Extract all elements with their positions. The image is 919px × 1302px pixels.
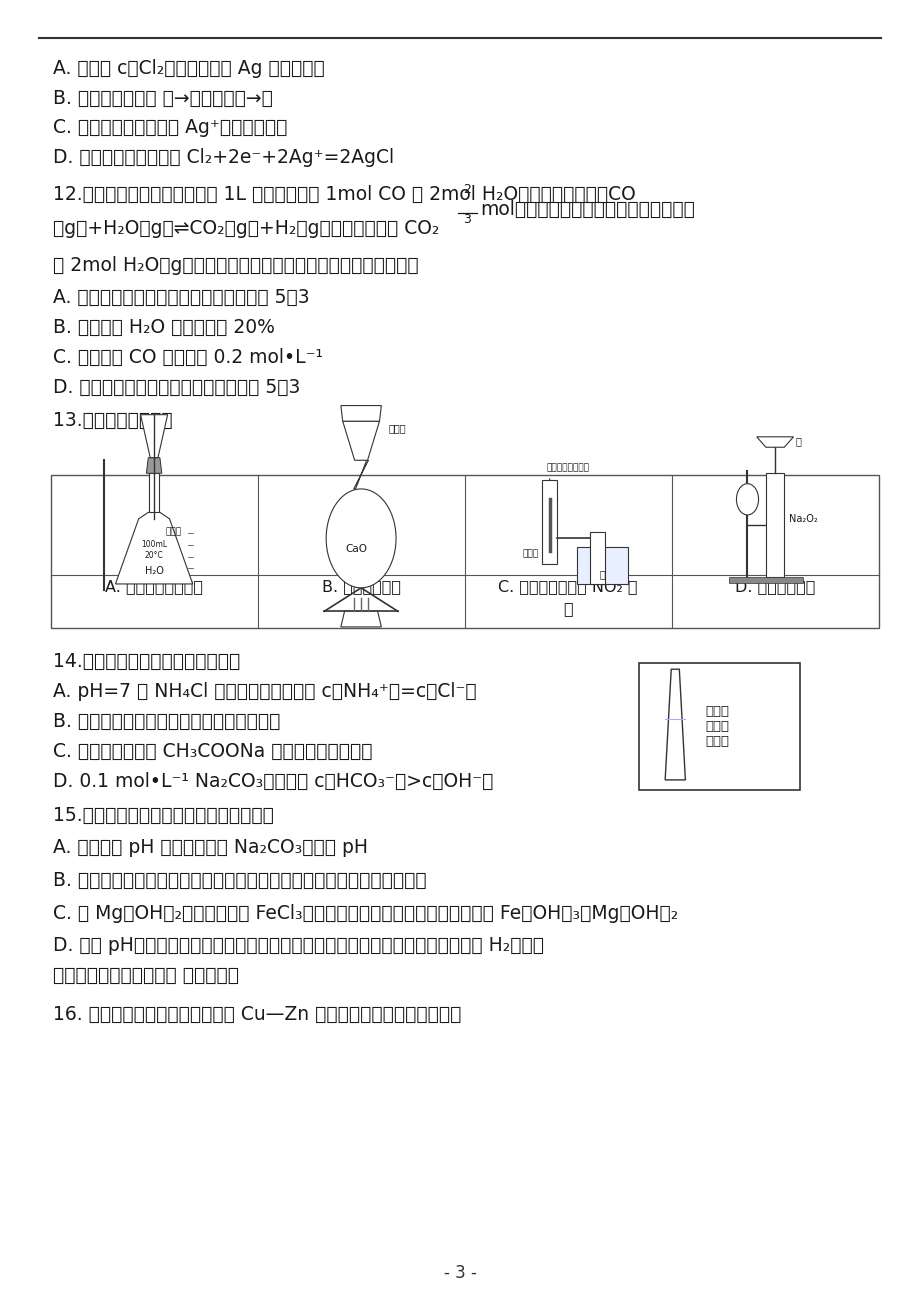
Polygon shape <box>340 405 380 421</box>
Polygon shape <box>146 457 162 473</box>
Text: 体: 体 <box>562 602 573 617</box>
Text: 100mL
20°C: 100mL 20°C <box>141 540 167 560</box>
Text: 12.在某恒定温度下，向容积为 1L 的容器中投入 1mol CO 和 2mol H₂O，发生如下反应：CO: 12.在某恒定温度下，向容积为 1L 的容器中投入 1mol CO 和 2mol… <box>53 185 635 204</box>
Text: C. 向 Mg（OH）₂悬浊液中滴加 FeCl₃溶液，出现红褐色沉淠，说明溢解度： Fe（OH）₃＜Mg（OH）₂: C. 向 Mg（OH）₂悬浊液中滴加 FeCl₃溶液，出现红褐色沉淠，说明溢解度… <box>53 904 678 923</box>
Text: 可上下移动的铜丝: 可上下移动的铜丝 <box>546 462 589 471</box>
Text: B. 制备少量氨气: B. 制备少量氨气 <box>322 579 400 595</box>
Text: 加 2mol H₂O（g），使反应到达新的平衡，下列说法不正确的是: 加 2mol H₂O（g），使反应到达新的平衡，下列说法不正确的是 <box>53 256 418 276</box>
Text: D. 制备少量氧气: D. 制备少量氧气 <box>734 579 814 595</box>
Text: H₂O: H₂O <box>144 566 164 575</box>
Polygon shape <box>577 547 628 583</box>
Text: B. 电子移动方向： 銀→固体电解质→递: B. 电子移动方向： 銀→固体电解质→递 <box>53 89 273 108</box>
Text: （g）+H₂O（g）⇌CO₂（g）+H₂（g），平衡时生成 CO₂: （g）+H₂O（g）⇌CO₂（g）+H₂（g），平衡时生成 CO₂ <box>53 219 439 238</box>
Polygon shape <box>728 578 801 583</box>
Text: 14.常温下，下列有关叙述正确的是: 14.常温下，下列有关叙述正确的是 <box>53 652 241 672</box>
Text: CaO: CaO <box>346 544 367 553</box>
Polygon shape <box>664 669 685 780</box>
Text: A. 用湿润的 pH 试纸测定饱和 Na₂CO₃溶液的 pH: A. 用湿润的 pH 试纸测定饱和 Na₂CO₃溶液的 pH <box>53 838 368 858</box>
Text: 2: 2 <box>463 184 471 195</box>
Text: 浓硝酸: 浓硝酸 <box>522 549 539 559</box>
Text: D. 向同 pH、同体积的醋酸和盐酸溶液中加入足量镁粉，通过完全反应后收集到的 H₂体积，: D. 向同 pH、同体积的醋酸和盐酸溶液中加入足量镁粉，通过完全反应后收集到的 … <box>53 936 544 956</box>
Text: D. 新、旧平衡时容器内气体密度之比为 5：3: D. 新、旧平衡时容器内气体密度之比为 5：3 <box>53 378 301 397</box>
Text: C. 电池工作时电解质中 Ag⁺总数保持不变: C. 电池工作时电解质中 Ag⁺总数保持不变 <box>53 118 288 138</box>
Bar <box>51 475 878 628</box>
Polygon shape <box>353 460 368 488</box>
Text: A. 新、旧平衡时容器内气体的压强之比是 5：3: A. 新、旧平衡时容器内气体的压强之比是 5：3 <box>53 288 310 307</box>
Text: - 3 -: - 3 - <box>443 1264 476 1282</box>
Polygon shape <box>542 479 557 565</box>
Text: 浓硫酸: 浓硫酸 <box>165 527 182 536</box>
Text: 3: 3 <box>463 212 471 225</box>
Text: A. pH=7 的 NH₄Cl 和氨水混合溶液中， c（NH₄⁺）=c（Cl⁻）: A. pH=7 的 NH₄Cl 和氨水混合溶液中， c（NH₄⁺）=c（Cl⁻） <box>53 682 476 702</box>
Text: Na₂O₂: Na₂O₂ <box>789 514 817 523</box>
Text: B. 新平衡时 H₂O 的转化率为 20%: B. 新平衡时 H₂O 的转化率为 20% <box>53 318 275 337</box>
Text: C. 加热滴有酥醛的 CH₃COONa 溶液，溶液颜色变浅: C. 加热滴有酥醛的 CH₃COONa 溶液，溶液颜色变浅 <box>53 742 372 762</box>
Polygon shape <box>755 436 792 447</box>
Text: 16. 下列装置为某实验小组设计的 Cu—Zn 原电池，关于其说法错误的是: 16. 下列装置为某实验小组设计的 Cu—Zn 原电池，关于其说法错误的是 <box>53 1005 461 1025</box>
Polygon shape <box>326 490 395 587</box>
Text: 浓氨水: 浓氨水 <box>389 423 406 432</box>
Polygon shape <box>149 473 159 512</box>
Text: C. 制备并收集少量 NO₂ 气: C. 制备并收集少量 NO₂ 气 <box>498 579 637 595</box>
Text: D. 0.1 mol•L⁻¹ Na₂CO₃溶液中， c（HCO₃⁻）>c（OH⁻）: D. 0.1 mol•L⁻¹ Na₂CO₃溶液中， c（HCO₃⁻）>c（OH⁻… <box>53 772 494 792</box>
Text: 比较两种酸的电离程度： 醋酸＜盐酸: 比较两种酸的电离程度： 醋酸＜盐酸 <box>53 966 239 986</box>
Polygon shape <box>340 612 380 628</box>
Circle shape <box>735 483 757 514</box>
Polygon shape <box>590 531 605 583</box>
Text: C. 新平衡时 CO 的浓度是 0.2 mol•L⁻¹: C. 新平衡时 CO 的浓度是 0.2 mol•L⁻¹ <box>53 348 323 367</box>
Text: B. 通过观察右图中导管水柱的变化，验证铁钉生锈的主要原因是吸氧腑蚀: B. 通过观察右图中导管水柱的变化，验证铁钉生锈的主要原因是吸氧腑蚀 <box>53 871 426 891</box>
Text: 13.下列实验合理的是: 13.下列实验合理的是 <box>53 411 173 431</box>
Text: B. 醋酸溶液加水稺释后，各离子浓度均减小: B. 醋酸溶液加水稺释后，各离子浓度均减小 <box>53 712 280 732</box>
Text: A. 空气中 c（Cl₂）越大，消耗 Ag 的速率越大: A. 空气中 c（Cl₂）越大，消耗 Ag 的速率越大 <box>53 59 324 78</box>
Polygon shape <box>141 414 167 457</box>
Polygon shape <box>765 473 783 578</box>
Text: mol。若保持温度和容积不变，向其中增: mol。若保持温度和容积不变，向其中增 <box>480 199 695 219</box>
Text: 食盐水
浸泡过
的铁钉: 食盐水 浸泡过 的铁钉 <box>705 704 729 749</box>
Text: D. 递极的电极反应式为 Cl₂+2e⁻+2Ag⁺=2AgCl: D. 递极的电极反应式为 Cl₂+2e⁻+2Ag⁺=2AgCl <box>53 148 394 168</box>
Bar <box>639 663 800 790</box>
Polygon shape <box>116 512 193 583</box>
Polygon shape <box>342 421 380 460</box>
Text: 15.下列实验方案不可行或结论不正确的是: 15.下列实验方案不可行或结论不正确的是 <box>53 806 274 825</box>
Text: 水: 水 <box>599 569 605 578</box>
Text: 水: 水 <box>794 436 800 445</box>
Text: A. 配制一定浓度硫酸: A. 配制一定浓度硫酸 <box>105 579 203 595</box>
